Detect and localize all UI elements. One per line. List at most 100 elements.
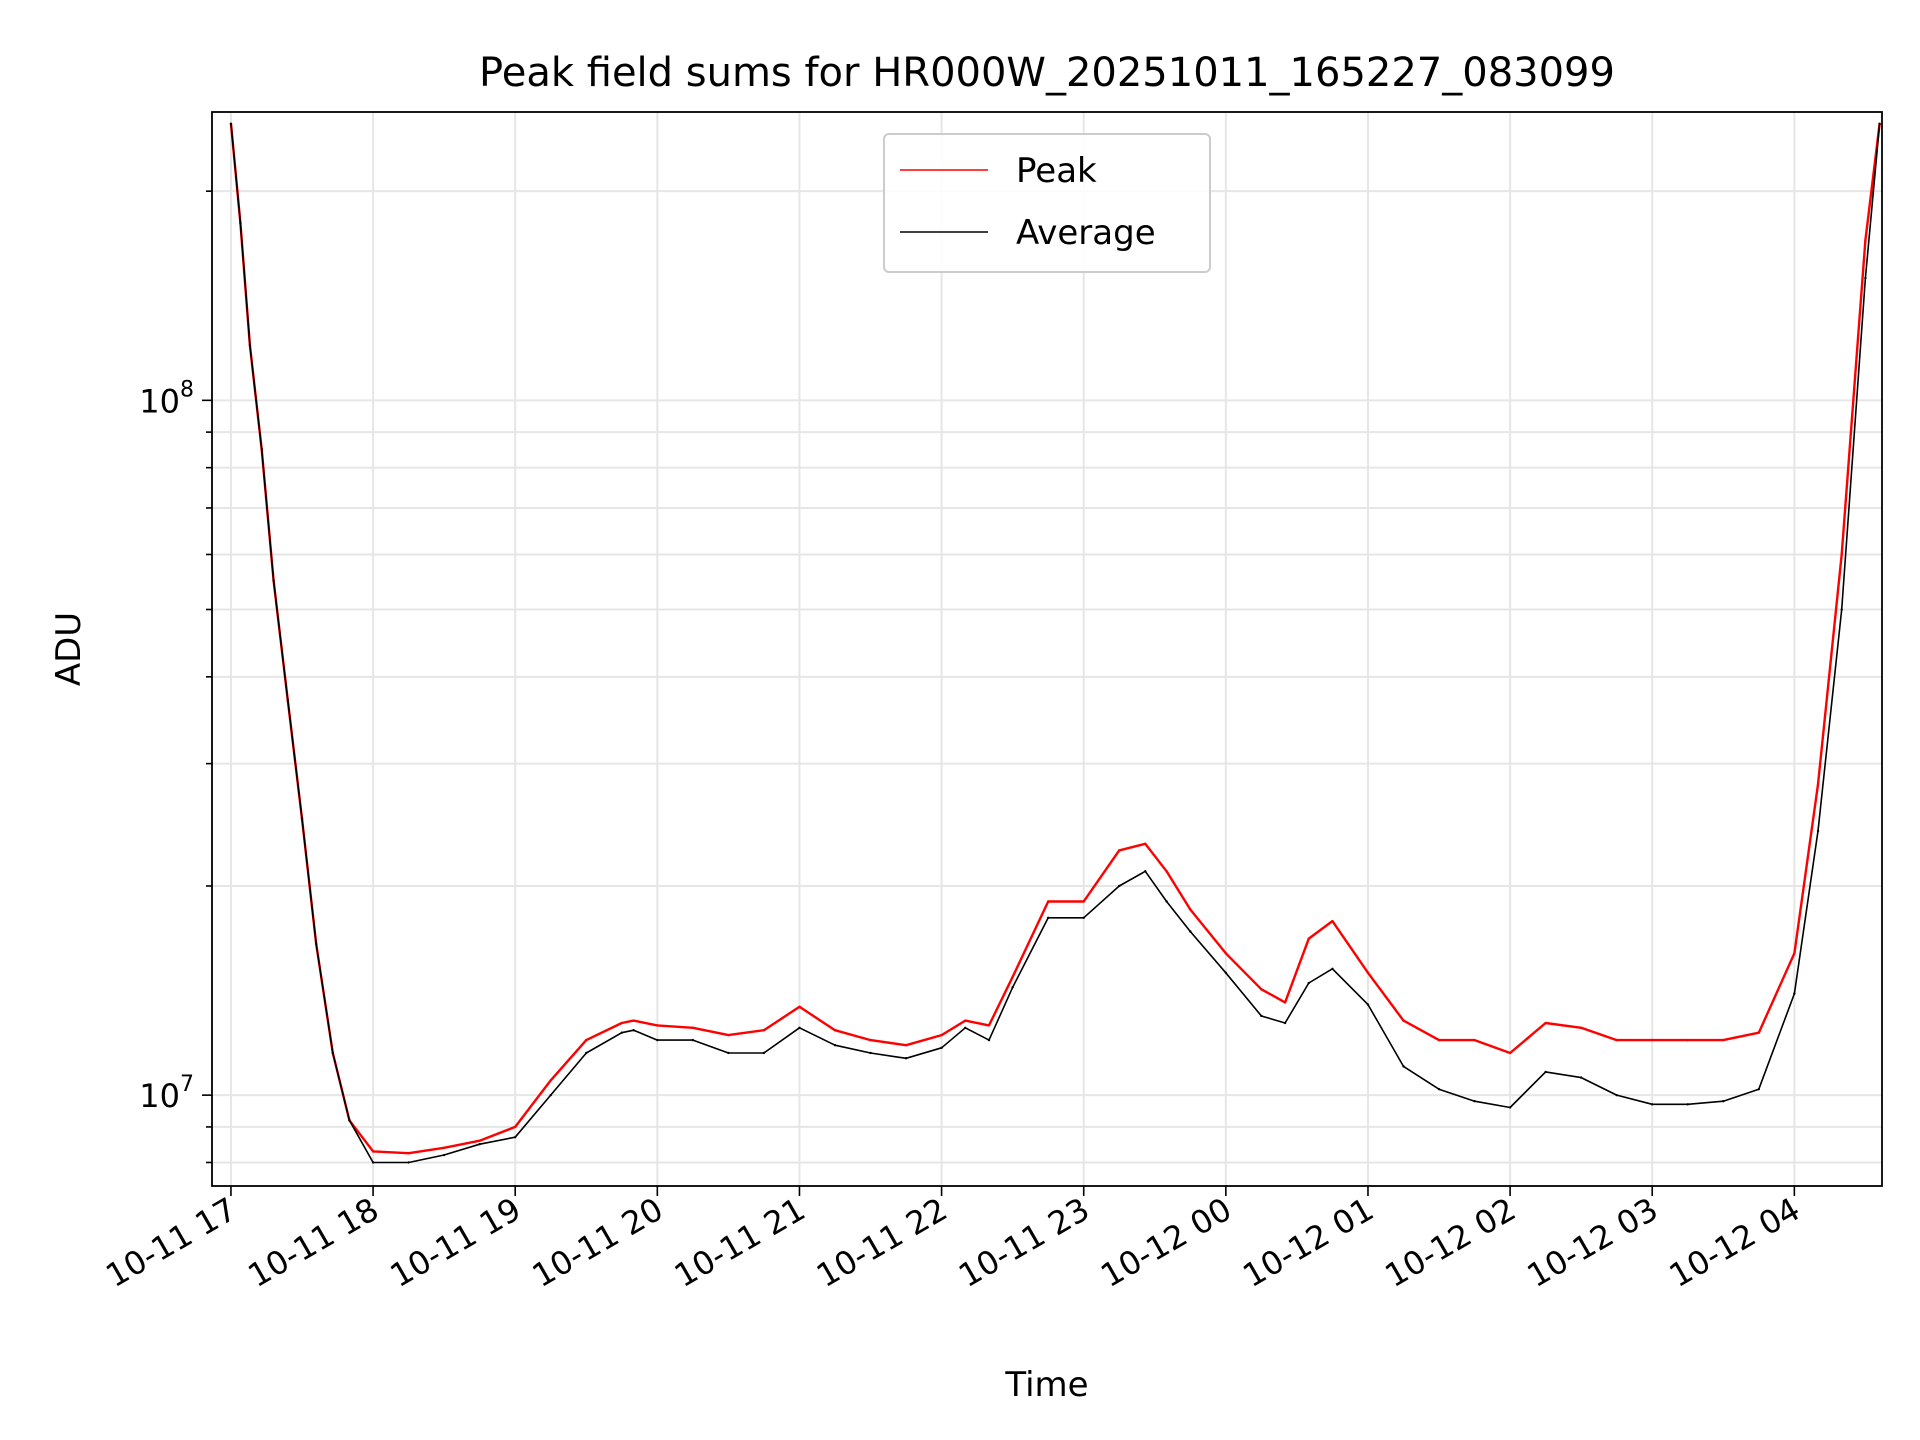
chart-title: Peak field sums for HR000W_20251011_1652… [479, 50, 1615, 96]
series-point-peak [632, 1019, 635, 1022]
series-point-average [1793, 992, 1796, 995]
series-point-average [656, 1038, 659, 1042]
series-point-peak [514, 1125, 517, 1129]
series-point-average [248, 344, 252, 347]
series-point-average [407, 1161, 410, 1164]
y-tick-label-exp: 8 [180, 377, 194, 402]
series-point-peak [1508, 1051, 1512, 1055]
series-point-average [1437, 1087, 1441, 1091]
series-point-average [1722, 1100, 1725, 1103]
series-point-peak [727, 1033, 730, 1037]
series-point-average [762, 1051, 766, 1055]
series-point-peak [762, 1029, 766, 1032]
series-point-average [691, 1038, 695, 1042]
series-point-average [869, 1051, 872, 1055]
y-tick-label-exp: 7 [180, 1072, 194, 1097]
series-point-average [620, 1031, 624, 1034]
series-point-average [1011, 986, 1014, 989]
series-point-peak [1864, 239, 1867, 242]
series-point-average [272, 579, 275, 582]
y-tick-label-base: 10 [139, 1077, 180, 1115]
series-point-average [1402, 1065, 1405, 1068]
series-point-average [478, 1142, 481, 1146]
series-point-average [1082, 916, 1085, 919]
series-point-average [1757, 1087, 1761, 1091]
y-tick-label-base: 10 [139, 382, 180, 420]
series-point-average [1840, 608, 1843, 611]
series-point-average [1144, 870, 1147, 873]
series-point-peak [620, 1021, 624, 1025]
series-point-peak [1757, 1031, 1761, 1034]
series-point-peak [1118, 849, 1121, 852]
series-point-average [442, 1153, 446, 1157]
series-point-peak [371, 1150, 375, 1153]
series-point-peak [1437, 1038, 1441, 1042]
series-point-peak [904, 1043, 908, 1047]
series-point-average [798, 1026, 801, 1030]
series-point-peak [1260, 988, 1263, 991]
series-point-average [260, 448, 263, 451]
series-point-average [348, 1119, 351, 1122]
series-point-peak [1579, 1026, 1583, 1030]
series-point-peak [987, 1024, 991, 1027]
series-point-average [1686, 1103, 1689, 1106]
series-point-average [940, 1046, 943, 1049]
plot-frame [211, 111, 1883, 1187]
series-point-peak [1473, 1038, 1476, 1042]
series-point-average [1615, 1093, 1618, 1097]
series-point-peak [656, 1024, 659, 1027]
series-point-average [1189, 930, 1192, 933]
series-point-peak [1011, 975, 1014, 979]
series-point-peak [1144, 842, 1147, 846]
series-point-peak [1544, 1021, 1547, 1025]
series-point-average [833, 1043, 837, 1047]
series-point-average [1473, 1100, 1476, 1103]
series-point-average [286, 699, 290, 702]
series-point-peak [1615, 1038, 1618, 1042]
series-point-average [904, 1057, 908, 1060]
series-point-average [300, 817, 304, 820]
series-point-peak [1046, 900, 1050, 903]
legend-average-label: Average [1016, 213, 1156, 253]
series-point-peak [1651, 1038, 1654, 1042]
series-point-average [1224, 971, 1228, 974]
series-point-average [1331, 967, 1334, 970]
series-point-peak [869, 1038, 872, 1042]
series-point-average [987, 1038, 991, 1042]
series-point-average [239, 221, 242, 225]
series-point-peak [1366, 971, 1370, 974]
series-point-peak [442, 1146, 446, 1149]
series-point-peak [1840, 553, 1843, 556]
series-point-peak [1816, 783, 1820, 786]
series-point-peak [407, 1151, 410, 1155]
series-point-peak [1402, 1019, 1405, 1022]
grid-layer [212, 112, 1882, 1186]
series-point-peak [1686, 1038, 1689, 1042]
series-point-peak [1082, 900, 1085, 903]
series-point-average [1508, 1106, 1512, 1109]
series-point-average [1260, 1014, 1263, 1018]
series-point-average [1544, 1070, 1547, 1074]
series-point-average [1864, 276, 1867, 280]
series-point-average [514, 1135, 517, 1139]
series-point-average [1283, 1021, 1287, 1025]
series-point-average [585, 1051, 588, 1055]
series-point-average [1118, 884, 1121, 888]
series-point-peak [1224, 952, 1228, 955]
series-point-peak [1189, 908, 1192, 911]
series-point-average [964, 1026, 967, 1030]
series-point-average [1307, 981, 1310, 985]
series-point-average [229, 122, 233, 126]
series-point-peak [1283, 1001, 1287, 1004]
y-tick-label: 107 [139, 1072, 194, 1115]
series-point-peak [549, 1079, 552, 1082]
series-point-peak [1331, 919, 1334, 923]
series-point-peak [1793, 952, 1796, 955]
series-point-average [1046, 916, 1050, 919]
series-point-peak [964, 1019, 967, 1022]
series-point-peak [798, 1005, 801, 1009]
y-axis-label: ADU [49, 612, 89, 686]
series-point-peak [833, 1029, 837, 1032]
